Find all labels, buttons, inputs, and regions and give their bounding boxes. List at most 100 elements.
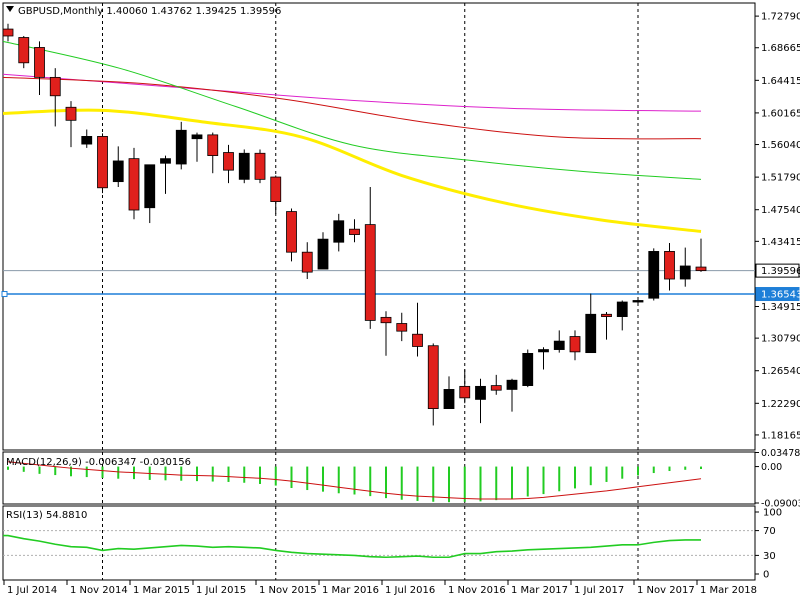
rsi-panel-frame [2,505,756,581]
hline-price-badge [755,287,800,302]
candle [191,132,203,162]
candle-body-bear [2,28,14,37]
candle-body-bull [679,265,691,280]
symbol-timeframe: GBPUSD,Monthly [18,6,103,17]
price-tick-label: 1.64415 [761,76,800,87]
candle-body-bear [97,136,108,189]
rsi-tick-label: 100 [763,508,782,519]
candle [459,369,471,404]
candle-body-bear [301,251,313,273]
candle [601,311,612,340]
macd-header: MACD(12,26,9) -0.006347 -0.030156 [6,457,191,468]
candle [364,187,376,329]
candle [349,219,360,243]
candle-body-bull [522,352,534,386]
candle-body-bull [616,301,628,317]
candle [112,146,124,188]
candle-body-bull [175,129,187,165]
candle-body-bull [632,300,644,303]
candle-body-bull [506,379,518,390]
candle [144,164,156,224]
candle-body-bear [695,266,707,272]
candle-body-bear [459,385,471,399]
macd-panel-frame [2,451,756,505]
period-separators [102,3,639,450]
candle-body-bear [569,336,581,353]
candle [427,343,439,426]
rsi-tick-label: 30 [763,551,776,562]
candle-body-bear [664,251,675,280]
candle [223,144,234,184]
price-tick-label: 1.22290 [761,399,800,410]
candle-body-bear [364,224,376,321]
ma-line-red [2,76,702,140]
macd-signal-polyline [7,461,702,500]
candle-body-bull [191,134,203,140]
time-tick-label: 1 Jul 2014 [7,585,57,596]
time-tick-label: 1 Nov 2016 [448,585,506,596]
price-tick-label: 1.26540 [761,366,800,377]
macd-tick-label: 0.00 [761,462,782,473]
candle [97,133,108,194]
candle [695,238,707,272]
candle-body-bull [475,385,486,400]
candle [585,293,597,354]
candle [128,147,140,220]
price-tick-label: 1.18165 [761,430,800,441]
candle [679,247,691,287]
time-tick-label: 1 Jul 2017 [574,585,624,596]
candle-body-bull [585,313,597,354]
time-tick-label: 1 Jul 2016 [385,585,435,596]
time-tick-label: 1 Mar 2016 [322,585,379,596]
rsi-header: RSI(13) 54.8810 [6,510,87,521]
candle [333,213,345,252]
time-tick-label: 1 Mar 2017 [511,585,568,596]
macd-tick-label: 0.034788 [761,448,800,459]
candle [81,129,93,148]
candle-body-bull [553,340,565,350]
candle [2,23,14,42]
price-tick-label: 1.47540 [761,205,800,216]
candle-body-bear [18,37,30,64]
candle-body-bull [443,389,455,409]
price-tick-label: 1.56040 [761,140,800,151]
price-axis: 1.72790 1.68665 1.64415 1.60165 1.56040 1.517… [755,12,800,441]
macd-tick-label: -0.090038 [761,499,800,510]
candle [254,149,266,184]
price-tick-label: 1.60165 [761,108,800,119]
candle [270,175,282,214]
candle-body-bear [49,76,61,97]
macd-panel: 0.034788 0.00 -0.090038 MACD(12,26,9) -0.0… [2,448,800,510]
candle [317,232,329,270]
rsi-panel: 100 70 30 0 RSI(13) 54.8810 [2,505,782,581]
candle-body-bull [238,152,250,180]
rsi-tick-label: 0 [763,570,769,581]
symbol-header: GBPUSD,Monthly 1.40060 1.43762 1.39425 1… [18,6,281,17]
main-panel-frame [2,2,756,451]
main-panel: 1.72790 1.68665 1.64415 1.60165 1.56040 1.517… [1,2,800,451]
candle-body-bear [207,134,219,156]
candle-body-bull [333,220,345,243]
candle [569,330,581,361]
candle-body-bull [81,136,93,145]
candle-body-bear [396,323,408,332]
macd-histogram [7,466,702,503]
rsi-levels [3,530,755,556]
price-tick-label: 1.43415 [761,237,800,248]
candle-body-bear [34,47,45,78]
candle-body-bear [412,333,423,347]
candle-body-bull [160,158,171,164]
price-tick-label: 1.34915 [761,302,800,313]
hline-handle [1,291,8,298]
time-tick-label: 1 Mar 2018 [700,585,757,596]
candle-body-bear [490,385,502,391]
candle-body-bear [601,313,612,317]
rsi-axis: 100 70 30 0 [755,508,782,581]
candle [443,376,455,409]
hline-price-badge-label: 1.36543 [761,290,800,301]
candle [286,208,297,262]
rsi-tick-label: 70 [763,526,776,537]
candle [506,378,518,412]
candle-body-bull [538,349,549,353]
